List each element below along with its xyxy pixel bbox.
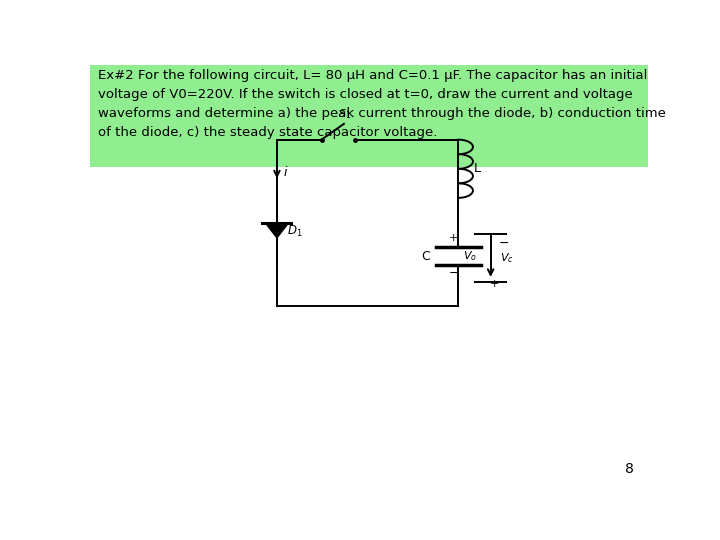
Polygon shape <box>265 223 289 239</box>
Text: $V_o$: $V_o$ <box>463 249 477 263</box>
Text: 8: 8 <box>625 462 634 476</box>
Text: i: i <box>284 166 287 179</box>
Text: −: − <box>499 237 510 249</box>
Text: +: + <box>490 279 499 288</box>
Text: −: − <box>449 267 459 280</box>
Text: $D_1$: $D_1$ <box>287 224 302 239</box>
Text: Ex#2 For the following circuit, L= 80 μH and C=0.1 μF. The capacitor has an init: Ex#2 For the following circuit, L= 80 μH… <box>99 69 666 139</box>
Text: $V_c$: $V_c$ <box>500 251 514 265</box>
Text: L: L <box>474 162 481 176</box>
Text: C: C <box>422 249 431 262</box>
Text: $S_1$: $S_1$ <box>338 107 351 121</box>
Text: +: + <box>449 233 459 243</box>
FancyBboxPatch shape <box>90 65 648 167</box>
